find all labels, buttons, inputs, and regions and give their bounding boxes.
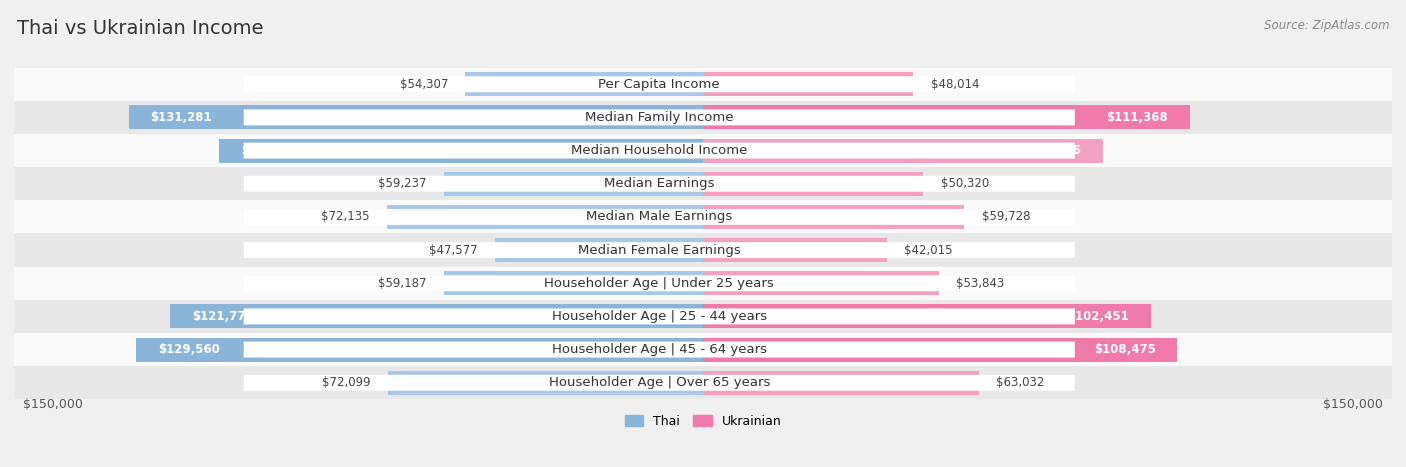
FancyBboxPatch shape	[243, 209, 1074, 225]
Text: Source: ZipAtlas.com: Source: ZipAtlas.com	[1264, 19, 1389, 32]
Text: $53,843: $53,843	[956, 277, 1004, 290]
Bar	[14, 200, 1392, 234]
Bar	[388, 371, 703, 395]
FancyBboxPatch shape	[243, 309, 1074, 325]
Text: $63,032: $63,032	[997, 376, 1045, 389]
FancyBboxPatch shape	[243, 76, 1074, 92]
Text: $150,000: $150,000	[1323, 398, 1384, 411]
Text: $102,451: $102,451	[1067, 310, 1129, 323]
FancyBboxPatch shape	[243, 176, 1074, 192]
Text: Median Male Earnings: Median Male Earnings	[586, 211, 733, 223]
FancyBboxPatch shape	[243, 242, 1074, 258]
Bar	[465, 72, 703, 96]
Bar	[14, 167, 1392, 200]
Bar	[129, 106, 703, 129]
Bar	[703, 304, 1152, 328]
Bar	[444, 172, 703, 196]
Text: $50,320: $50,320	[941, 177, 988, 190]
Bar	[703, 72, 912, 96]
Legend: Thai, Ukrainian: Thai, Ukrainian	[620, 410, 786, 433]
Text: Per Capita Income: Per Capita Income	[599, 78, 720, 91]
Bar	[136, 338, 703, 361]
Text: Thai vs Ukrainian Income: Thai vs Ukrainian Income	[17, 19, 263, 38]
Text: $111,368: $111,368	[1107, 111, 1168, 124]
Text: $121,778: $121,778	[193, 310, 254, 323]
Bar	[14, 366, 1392, 399]
FancyBboxPatch shape	[243, 342, 1074, 358]
Bar	[444, 271, 703, 295]
Bar	[703, 371, 979, 395]
Text: $110,648: $110,648	[240, 144, 302, 157]
Bar	[14, 333, 1392, 366]
Bar	[703, 172, 924, 196]
Bar	[388, 205, 703, 229]
Text: $59,187: $59,187	[378, 277, 426, 290]
Text: $42,015: $42,015	[904, 244, 953, 256]
Text: $47,577: $47,577	[429, 244, 478, 256]
Text: Householder Age | Under 25 years: Householder Age | Under 25 years	[544, 277, 775, 290]
Text: Median Female Earnings: Median Female Earnings	[578, 244, 741, 256]
Bar	[14, 300, 1392, 333]
Text: Householder Age | 45 - 64 years: Householder Age | 45 - 64 years	[551, 343, 766, 356]
Text: $108,475: $108,475	[1094, 343, 1156, 356]
Bar	[14, 267, 1392, 300]
Bar	[14, 234, 1392, 267]
Text: $131,281: $131,281	[150, 111, 212, 124]
Bar	[703, 238, 887, 262]
Bar	[14, 101, 1392, 134]
Bar	[703, 271, 939, 295]
Text: $72,135: $72,135	[322, 211, 370, 223]
FancyBboxPatch shape	[243, 109, 1074, 125]
FancyBboxPatch shape	[243, 142, 1074, 158]
Text: $150,000: $150,000	[22, 398, 83, 411]
Text: $54,307: $54,307	[399, 78, 449, 91]
Text: $48,014: $48,014	[931, 78, 979, 91]
Bar	[703, 106, 1189, 129]
Bar	[495, 238, 703, 262]
Text: Householder Age | 25 - 44 years: Householder Age | 25 - 44 years	[551, 310, 766, 323]
Text: Median Household Income: Median Household Income	[571, 144, 748, 157]
Text: $129,560: $129,560	[157, 343, 219, 356]
Text: $59,237: $59,237	[378, 177, 426, 190]
Bar	[14, 134, 1392, 167]
Text: Householder Age | Over 65 years: Householder Age | Over 65 years	[548, 376, 770, 389]
FancyBboxPatch shape	[243, 275, 1074, 291]
Text: $91,456: $91,456	[1028, 144, 1081, 157]
Text: Median Family Income: Median Family Income	[585, 111, 734, 124]
FancyBboxPatch shape	[243, 375, 1074, 391]
Text: $72,099: $72,099	[322, 376, 370, 389]
Bar	[14, 68, 1392, 101]
Text: $59,728: $59,728	[981, 211, 1031, 223]
Bar	[703, 139, 1104, 163]
Bar	[170, 304, 703, 328]
Bar	[219, 139, 703, 163]
Bar	[703, 338, 1177, 361]
Text: Median Earnings: Median Earnings	[605, 177, 714, 190]
Bar	[703, 205, 965, 229]
